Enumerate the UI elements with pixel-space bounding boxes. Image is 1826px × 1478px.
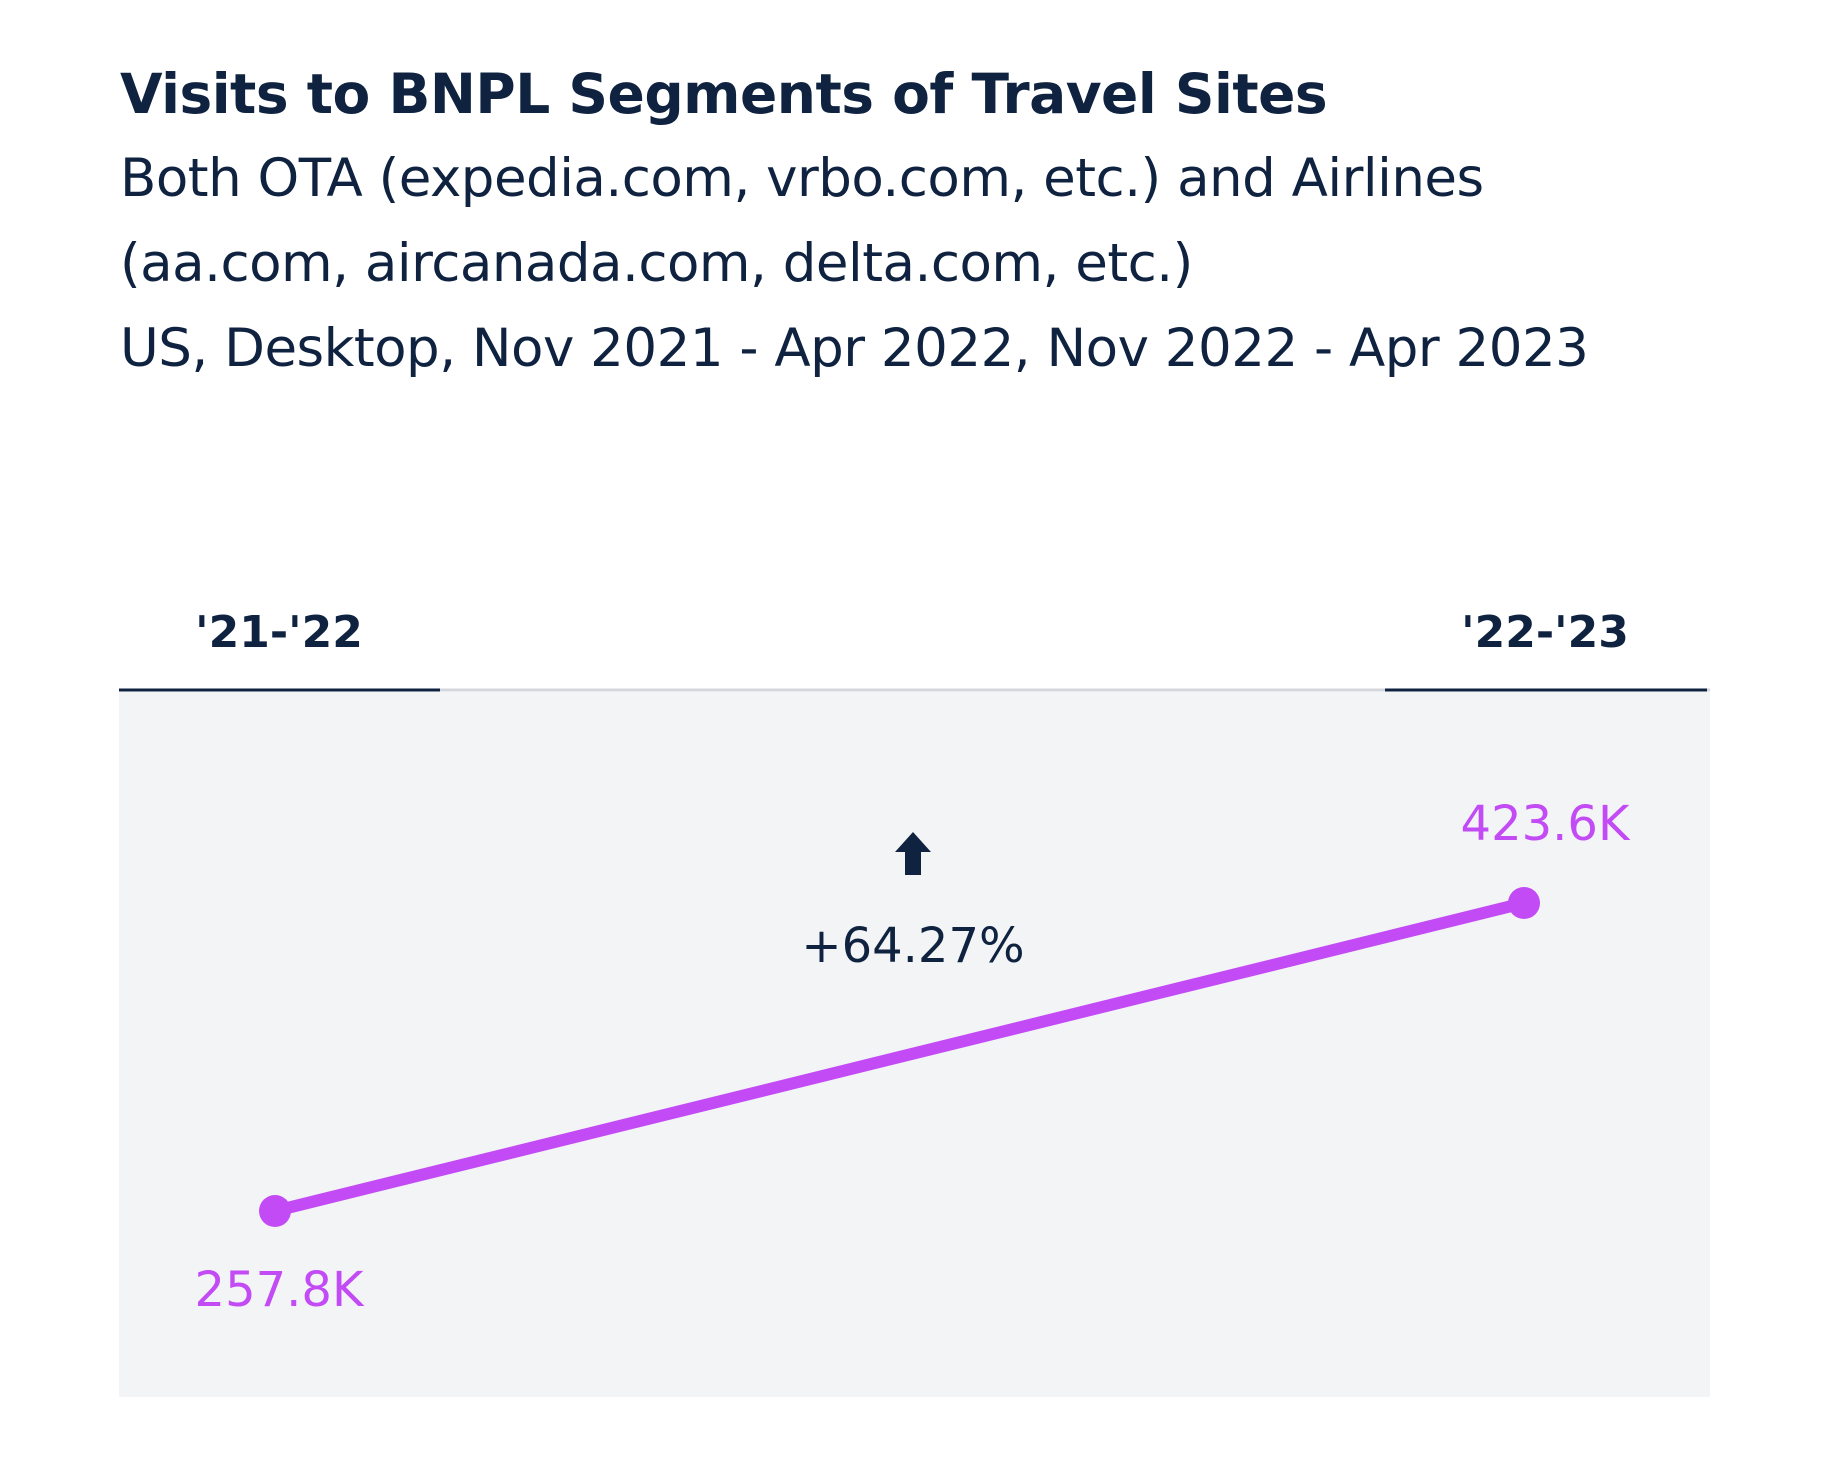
chart-subtitle: Both OTA (expedia.com, vrbo.com, etc.) a…: [120, 148, 1484, 294]
x-category-label: '21-'22: [195, 607, 363, 658]
data-line: [269, 897, 1530, 1217]
data-label: 423.6K: [1461, 796, 1631, 852]
data-label: 257.8K: [195, 1262, 365, 1318]
data-point: [1508, 887, 1540, 919]
up-arrow-icon: [895, 832, 931, 875]
change-annotation: +64.27%: [801, 918, 1024, 974]
header: Visits to BNPL Segments of Travel Sites …: [120, 52, 1680, 391]
plot-background: [119, 692, 1710, 1397]
chart-subtitle: US, Desktop, Nov 2021 - Apr 2022, Nov 20…: [120, 318, 1589, 379]
data-point: [259, 1195, 291, 1227]
chart-title: Visits to BNPL Segments of Travel Sites: [120, 62, 1328, 126]
x-category-label: '22-'23: [1461, 607, 1629, 658]
